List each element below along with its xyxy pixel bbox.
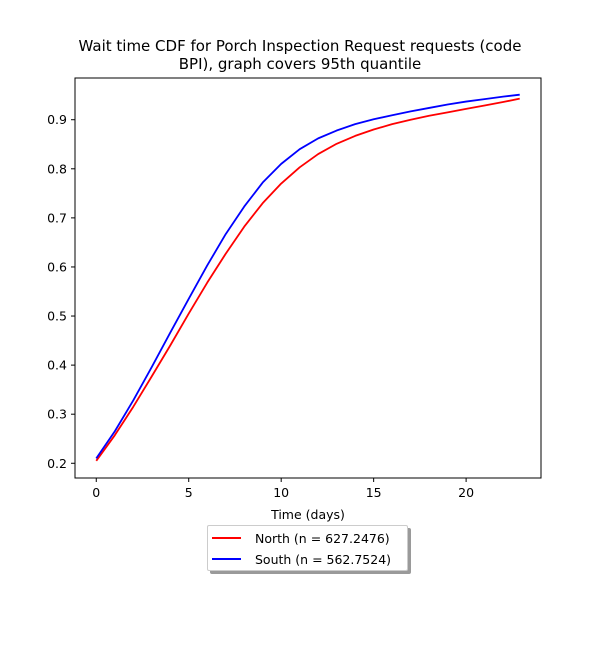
x-tick-label: 0: [92, 485, 100, 500]
legend: North (n = 627.2476) South (n = 562.7524…: [207, 525, 408, 571]
chart-title-line-1: Wait time CDF for Porch Inspection Reque…: [78, 37, 522, 55]
legend-swatch-south: [212, 558, 241, 560]
y-tick-label: 0.3: [47, 407, 67, 422]
plot-frame: [74, 77, 542, 479]
series-line-south: [95, 93, 520, 459]
x-tick-label: 15: [366, 485, 382, 500]
x-tick-label: 10: [273, 485, 289, 500]
y-tick-label: 0.8: [47, 161, 67, 176]
x-tick-label: 5: [185, 485, 193, 500]
legend-swatch-north: [212, 537, 241, 539]
y-tick-label: 0.2: [47, 456, 67, 471]
legend-item-north: North (n = 627.2476): [208, 528, 390, 548]
y-tick-label: 0.7: [47, 210, 67, 225]
y-tick-label: 0.6: [47, 259, 67, 274]
legend-label-north: North (n = 627.2476): [255, 530, 390, 546]
y-tick-label: 0.5: [47, 309, 67, 324]
legend-item-south: South (n = 562.7524): [208, 549, 391, 569]
y-tick-label: 0.9: [47, 112, 67, 127]
x-axis-label: Time (days): [270, 507, 345, 522]
series-line-north: [95, 97, 520, 462]
legend-label-south: South (n = 562.7524): [255, 551, 392, 567]
x-tick-label: 20: [458, 485, 474, 500]
chart-title-line-2: BPI), graph covers 95th quantile: [178, 55, 422, 73]
y-tick-label: 0.4: [47, 358, 67, 373]
